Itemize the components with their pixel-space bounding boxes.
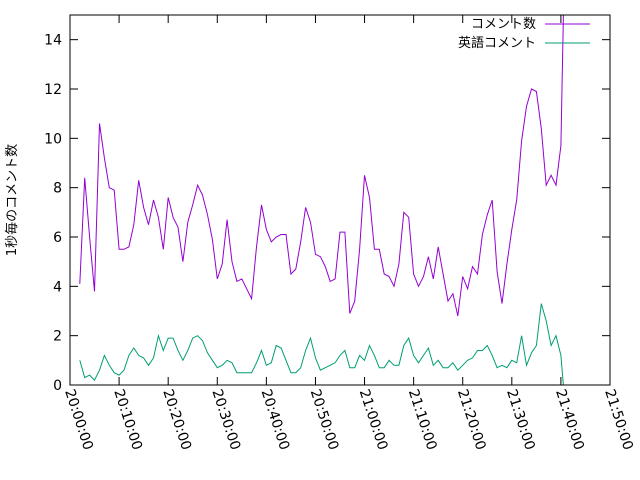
y-tick-label: 12 — [44, 82, 62, 98]
x-tick-label: 20:40:00 — [258, 387, 293, 452]
y-tick-label: 8 — [53, 181, 62, 197]
y-tick-label: 10 — [44, 131, 62, 147]
x-tick-label: 21:00:00 — [356, 387, 391, 452]
y-tick-label: 4 — [53, 279, 62, 295]
x-ticks: 20:00:00 20:10:00 20:20:00 20:30:00 20:40:00… — [61, 15, 636, 452]
x-tick-label: 20:00:00 — [61, 387, 96, 452]
x-tick-label: 20:10:00 — [110, 387, 145, 452]
y-axis-label: 1秒毎のコメント数 — [4, 144, 20, 256]
legend-label: コメント数 — [471, 17, 536, 32]
x-tick-label: 21:10:00 — [405, 387, 440, 452]
x-tick-label: 21:20:00 — [454, 387, 489, 452]
series-line-1 — [79, 303, 564, 386]
plot-frame — [69, 14, 611, 386]
x-tick-label: 20:20:00 — [159, 387, 194, 452]
x-tick-label: 20:50:00 — [307, 387, 342, 452]
legend-label: 英語コメント — [458, 35, 536, 51]
x-tick-label: 21:30:00 — [503, 387, 538, 452]
y-tick-label: 6 — [53, 230, 62, 246]
x-tick-label: 21:40:00 — [552, 387, 587, 452]
x-tick-label: 21:50:00 — [601, 387, 636, 452]
x-tick-label: 20:30:00 — [208, 387, 243, 452]
y-tick-label: 2 — [53, 329, 62, 345]
y-ticks: 0 2 4 6 8 10 12 14 — [44, 33, 610, 394]
y-tick-label: 0 — [53, 378, 62, 394]
series-layer — [79, 14, 564, 386]
series-line-0 — [79, 14, 564, 317]
y-tick-label: 14 — [44, 33, 62, 49]
